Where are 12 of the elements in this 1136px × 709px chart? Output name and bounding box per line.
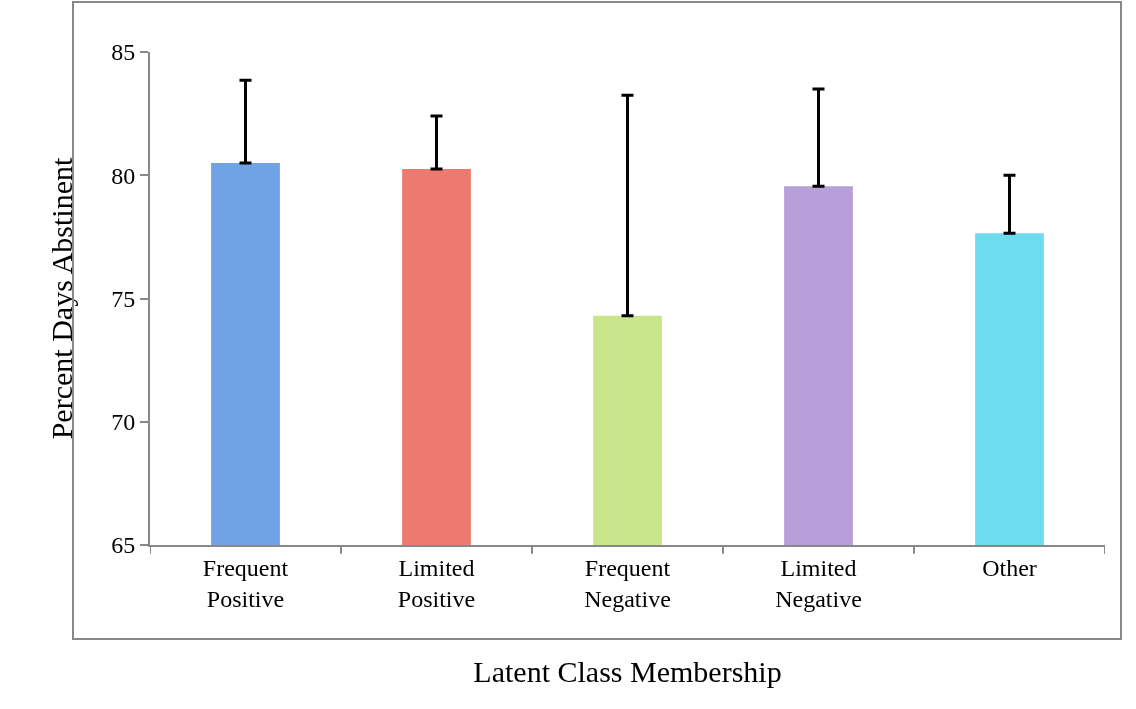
y-tick-label: 70 — [111, 409, 136, 436]
y-axis-title: Percent Days Abstinent — [44, 157, 78, 440]
x-tick-label: Frequent Positive — [202, 554, 289, 612]
y-tick-label: 85 — [111, 39, 136, 66]
x-tick-label: Frequent Negative — [584, 554, 671, 612]
x-axis-title: Latent Class Membership — [473, 655, 782, 688]
x-tick-label: Other — [982, 554, 1037, 581]
y-tick-label: 65 — [111, 532, 136, 559]
y-tick-label: 75 — [111, 285, 136, 312]
y-tick-label: 80 — [111, 162, 136, 189]
x-tick-label: Limited Negative — [775, 554, 862, 612]
x-tick-label: Limited Positive — [397, 554, 476, 612]
